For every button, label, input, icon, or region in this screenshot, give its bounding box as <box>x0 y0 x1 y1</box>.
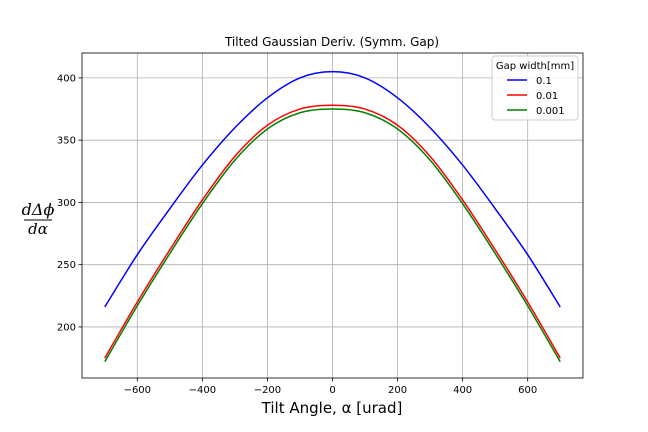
x-axis-label: Tilt Angle, α [urad] <box>261 399 403 417</box>
y-axis-label-denominator: dα <box>28 220 48 238</box>
x-tick-label: −600 <box>124 385 151 396</box>
y-tick-label: 200 <box>57 322 76 333</box>
grid <box>82 53 583 378</box>
x-tick-label: 0 <box>329 385 335 396</box>
y-axis-label: dΔϕ dα <box>22 200 55 238</box>
y-tick-label: 300 <box>57 198 76 209</box>
x-tick-label: −200 <box>254 385 281 396</box>
legend-entry-0: 0.1 <box>536 76 552 87</box>
x-axis-ticks: −600 −400 −200 0 200 400 600 <box>124 378 537 396</box>
x-tick-label: −400 <box>189 385 216 396</box>
series-line-1 <box>104 104 561 359</box>
chart-title: Tilted Gaussian Deriv. (Symm. Gap) <box>224 35 439 49</box>
series-line-2 <box>104 108 561 363</box>
y-tick-label: 350 <box>57 136 76 147</box>
y-axis-label-numerator: dΔϕ <box>22 200 55 219</box>
series-line-0 <box>104 70 561 308</box>
y-tick-label: 250 <box>57 260 76 271</box>
x-tick-label: 400 <box>453 385 472 396</box>
legend-entry-1: 0.01 <box>536 91 558 102</box>
series-lines <box>104 70 561 363</box>
y-axis-ticks: 200 250 300 350 400 <box>57 73 82 333</box>
legend-box <box>491 55 579 121</box>
y-tick-label: 400 <box>57 73 76 84</box>
x-tick-label: 600 <box>518 385 537 396</box>
legend: Gap width[mm] 0.1 0.01 0.001 <box>491 55 579 121</box>
legend-title: Gap width[mm] <box>496 61 574 72</box>
legend-entry-2: 0.001 <box>536 106 565 117</box>
x-tick-label: 200 <box>388 385 407 396</box>
